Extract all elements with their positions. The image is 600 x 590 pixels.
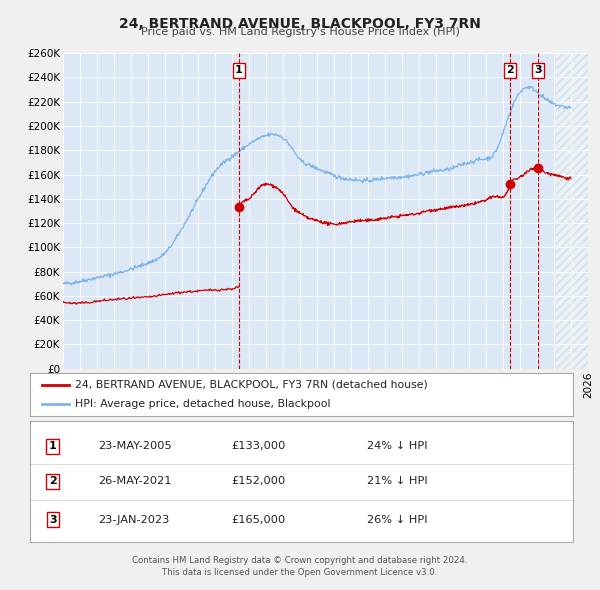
Text: 21% ↓ HPI: 21% ↓ HPI (367, 476, 427, 486)
Text: 24, BERTRAND AVENUE, BLACKPOOL, FY3 7RN: 24, BERTRAND AVENUE, BLACKPOOL, FY3 7RN (119, 17, 481, 31)
Text: 24% ↓ HPI: 24% ↓ HPI (367, 441, 427, 451)
Text: £133,000: £133,000 (231, 441, 285, 451)
Text: 3: 3 (535, 65, 542, 76)
Text: 23-MAY-2005: 23-MAY-2005 (98, 441, 172, 451)
Text: Price paid vs. HM Land Registry's House Price Index (HPI): Price paid vs. HM Land Registry's House … (140, 27, 460, 37)
Text: £152,000: £152,000 (231, 476, 285, 486)
Text: 26-MAY-2021: 26-MAY-2021 (98, 476, 172, 486)
Text: 2: 2 (49, 476, 56, 486)
Text: 1: 1 (49, 441, 56, 451)
Text: 26% ↓ HPI: 26% ↓ HPI (367, 515, 427, 525)
Text: 2: 2 (506, 65, 514, 76)
Text: HPI: Average price, detached house, Blackpool: HPI: Average price, detached house, Blac… (74, 399, 330, 409)
Text: 23-JAN-2023: 23-JAN-2023 (98, 515, 169, 525)
Text: This data is licensed under the Open Government Licence v3.0.: This data is licensed under the Open Gov… (163, 568, 437, 576)
Text: £165,000: £165,000 (231, 515, 285, 525)
Text: 3: 3 (49, 515, 56, 525)
Text: 24, BERTRAND AVENUE, BLACKPOOL, FY3 7RN (detached house): 24, BERTRAND AVENUE, BLACKPOOL, FY3 7RN … (74, 380, 427, 390)
Text: Contains HM Land Registry data © Crown copyright and database right 2024.: Contains HM Land Registry data © Crown c… (132, 556, 468, 565)
Bar (556, 53, 588, 369)
Text: 1: 1 (235, 65, 243, 76)
